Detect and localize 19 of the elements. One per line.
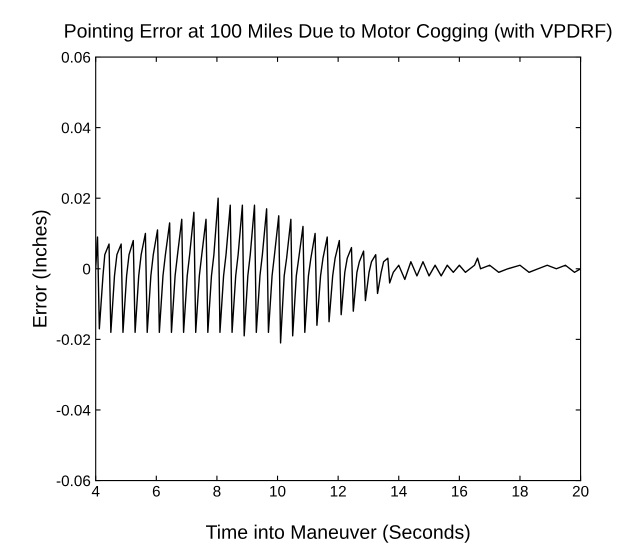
y-tick-label: -0.04 [56, 404, 90, 416]
x-tick-label: 16 [452, 486, 468, 497]
y-tick-label: 0.02 [62, 193, 90, 204]
x-tick-label: 4 [92, 486, 100, 496]
x-axis-title: Time into Maneuver (Seconds) [206, 524, 470, 543]
x-tick-label: 20 [572, 486, 588, 497]
x-tick-label: 6 [152, 486, 160, 497]
y-tick-label: -0.06 [56, 475, 90, 486]
x-tick-label: 12 [330, 486, 346, 496]
x-tick-label: 10 [270, 486, 286, 497]
y-tick-label: -0.02 [56, 334, 90, 346]
chart-title: Pointing Error at 100 Miles Due to Motor Cogging (with VPDRF) [65, 23, 612, 42]
y-axis-title: Error (Inches) [32, 210, 50, 327]
y-tick-label: 0 [82, 264, 90, 274]
y-tick-label: 0.06 [62, 52, 90, 63]
x-tick-label: 8 [213, 486, 221, 497]
x-tick-label: 18 [512, 486, 528, 497]
y-tick-label: 0.04 [62, 122, 90, 134]
x-tick-label: 14 [391, 486, 407, 496]
